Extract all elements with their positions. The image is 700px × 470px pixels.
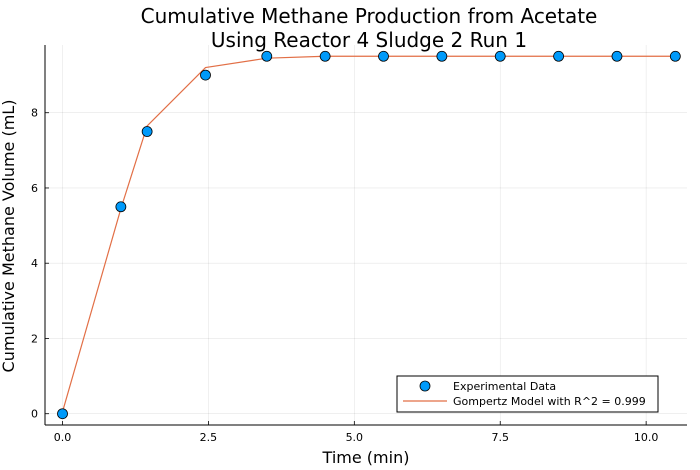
y-tick-label: 8 <box>31 107 38 120</box>
x-tick-label: 10.0 <box>634 431 659 444</box>
experimental-data-point <box>57 408 68 420</box>
grid <box>45 45 687 425</box>
legend-label-experimental: Experimental Data <box>453 380 556 393</box>
x-tick-label: 5.0 <box>346 431 364 444</box>
experimental-data-point <box>141 126 153 137</box>
legend-label-gompertz: Gompertz Model with R^2 = 0.999 <box>453 395 646 408</box>
y-tick-label: 0 <box>31 408 38 421</box>
experimental-data-point <box>436 50 448 62</box>
experimental-data-point <box>115 201 127 213</box>
y-ticks: 0 2 4 6 8 <box>31 107 49 421</box>
experimental-data-point <box>553 50 564 62</box>
x-axis-label: Time (min) <box>322 448 410 467</box>
x-ticks: 0.0 2.5 5.0 7.5 10.0 <box>54 421 659 444</box>
axes <box>44 45 687 426</box>
legend: Experimental Data Gompertz Model with R^… <box>396 375 659 413</box>
experimental-data-point <box>378 50 389 62</box>
y-tick-label: 4 <box>31 257 38 270</box>
experimental-data-point <box>200 69 211 81</box>
chart-title-line-2: Using Reactor 4 Sludge 2 Run 1 <box>211 28 527 52</box>
y-tick-label: 2 <box>31 332 38 345</box>
x-tick-label: 7.5 <box>491 431 509 444</box>
experimental-data-point <box>494 50 506 62</box>
experimental-data-point <box>611 50 623 62</box>
x-tick-label: 2.5 <box>200 431 218 444</box>
chart-title-line-1: Cumulative Methane Production from Aceta… <box>141 4 598 28</box>
legend-box <box>396 375 659 413</box>
experimental-data-point <box>669 50 681 62</box>
y-axis-label: Cumulative Methane Volume (mL) <box>0 100 18 373</box>
gompertz-model-line <box>61 55 676 412</box>
experimental-data-point <box>319 50 331 62</box>
y-tick-label: 6 <box>31 182 38 195</box>
x-tick-label: 0.0 <box>54 431 72 444</box>
gompertz-model-series <box>61 55 676 412</box>
legend-marker-experimental <box>419 380 431 392</box>
experimental-data-point <box>261 50 273 62</box>
experimental-data-series <box>57 50 681 420</box>
